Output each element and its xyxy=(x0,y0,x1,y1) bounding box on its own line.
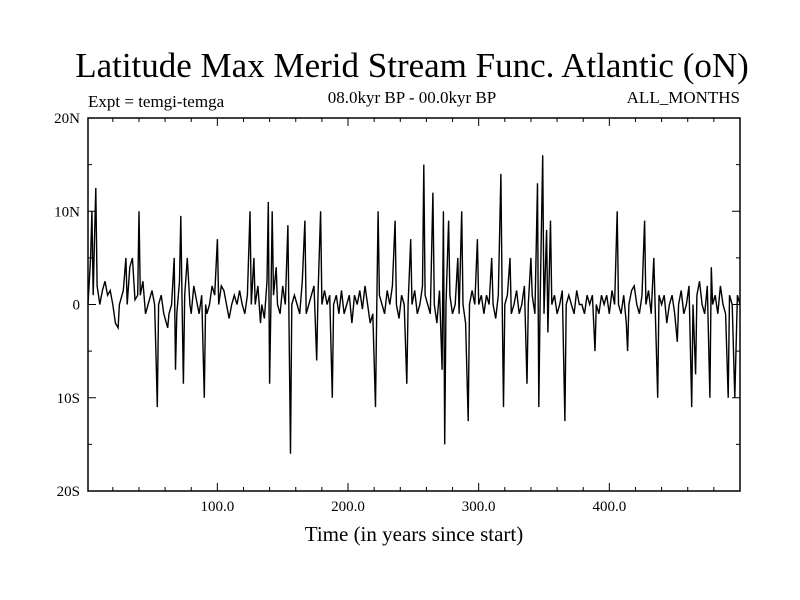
y-tick-label: 20S xyxy=(57,484,80,500)
y-tick-label: 10S xyxy=(57,391,80,407)
y-tick-label: 0 xyxy=(73,298,81,314)
chart-subtitle-left: Expt = temgi-temga xyxy=(88,92,225,111)
chart-title: Latitude Max Merid Stream Func. Atlantic… xyxy=(75,46,749,85)
x-axis-label: Time (in years since start) xyxy=(305,522,524,546)
x-tick-label: 100.0 xyxy=(200,499,234,515)
x-tick-label: 300.0 xyxy=(462,499,496,515)
series-line xyxy=(87,155,741,454)
plot-area: 20N 10N 0 10S 20S 100.0 200.0 300.0 400.0 xyxy=(54,111,741,515)
x-tick-label: 400.0 xyxy=(592,499,626,515)
chart-subtitle-right: ALL_MONTHS xyxy=(627,88,740,107)
y-tick-label: 20N xyxy=(54,111,80,127)
plot-frame xyxy=(87,117,741,492)
x-tick-label: 200.0 xyxy=(331,499,365,515)
chart-subtitle-center: 08.0kyr BP - 00.0kyr BP xyxy=(328,88,496,107)
y-tick-label: 10N xyxy=(54,204,80,220)
